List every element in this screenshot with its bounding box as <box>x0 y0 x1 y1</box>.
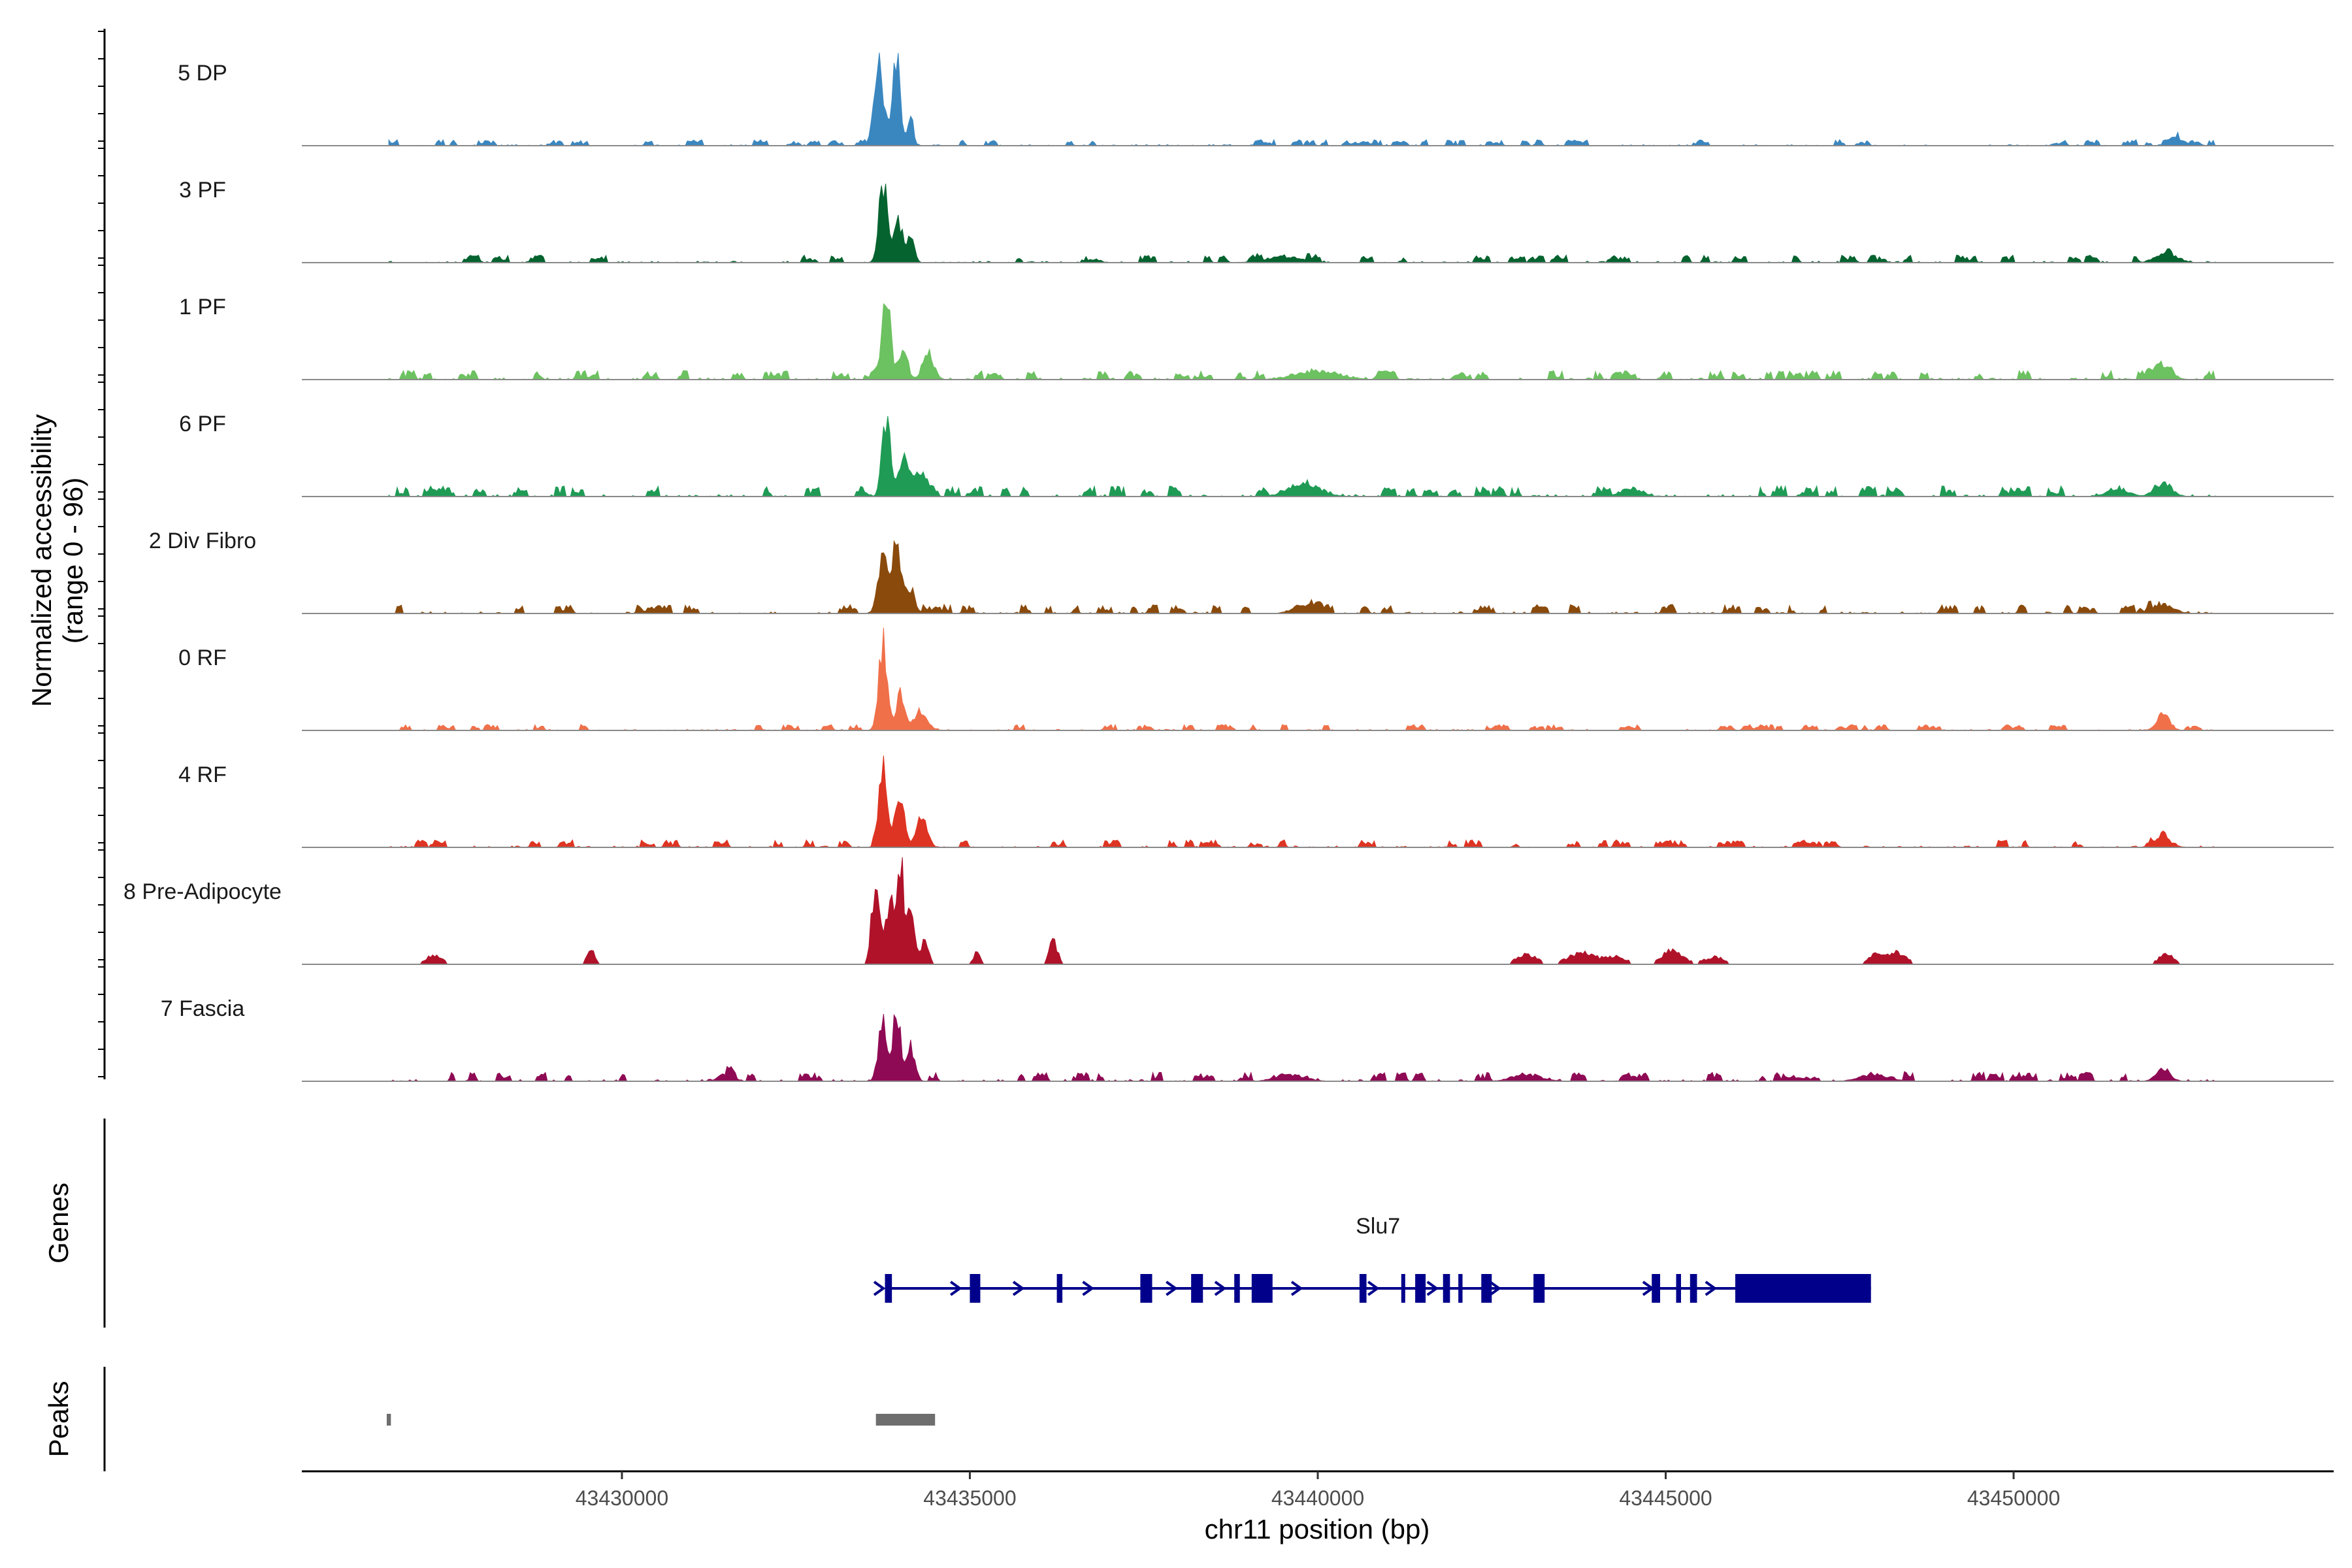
strand-arrow <box>1290 1281 1303 1296</box>
peaks-panel: Peaks <box>43 1367 936 1471</box>
x-tick-label: 43430000 <box>576 1486 668 1510</box>
strand-arrow <box>1214 1281 1227 1296</box>
track-label: 7 Fascia <box>161 996 245 1021</box>
x-tick-label: 43435000 <box>923 1486 1016 1510</box>
track-coverage-area <box>389 1013 2216 1083</box>
gene-exon <box>1735 1274 1871 1303</box>
gene-exon <box>1458 1274 1463 1303</box>
track-label: 0 RF <box>178 645 227 670</box>
track-coverage-area <box>389 627 2216 732</box>
track-4: 6 PF <box>179 412 2334 498</box>
track-2: 3 PF <box>179 178 2334 264</box>
track-coverage-area <box>389 540 2215 614</box>
track-coverage-area <box>388 302 2216 381</box>
peak-region <box>386 1414 391 1426</box>
gene-exon <box>1652 1274 1661 1303</box>
gene-name-label: Slu7 <box>1356 1214 1400 1239</box>
track-coverage-area <box>388 184 2216 264</box>
track-label: 1 PF <box>179 295 226 319</box>
gene-exon <box>1690 1274 1697 1303</box>
strand-arrow <box>873 1281 886 1296</box>
strand-arrow <box>1642 1281 1655 1296</box>
track-1: 5 DP <box>178 52 2334 147</box>
gene-exon <box>1140 1274 1152 1303</box>
gene-exon <box>1401 1274 1405 1303</box>
strand-arrow <box>1367 1281 1380 1296</box>
y-axis-title: Normalized accessibility <box>26 414 57 707</box>
peak-region <box>875 1414 936 1426</box>
track-5: 2 Div Fibro <box>149 529 2334 614</box>
x-tick-label: 43450000 <box>1967 1486 2060 1510</box>
track-coverage-area <box>389 857 2215 965</box>
gene-exon <box>1191 1274 1203 1303</box>
gene-exon <box>1415 1274 1426 1303</box>
track-label: 6 PF <box>179 412 226 436</box>
gene-exon <box>1056 1274 1063 1303</box>
track-coverage-area <box>388 755 2216 849</box>
gene-exon <box>1443 1274 1450 1303</box>
gene-exon <box>885 1274 892 1303</box>
strand-arrow <box>1166 1281 1178 1296</box>
x-axis-title: chr11 position (bp) <box>1205 1514 1430 1544</box>
track-coverage-area <box>388 52 2216 147</box>
gene-exon <box>1481 1274 1492 1303</box>
track-label: 2 Div Fibro <box>149 529 256 553</box>
gene-exon <box>970 1274 981 1303</box>
strand-arrow <box>1489 1281 1502 1296</box>
gene-exon <box>1533 1274 1545 1303</box>
peak-regions <box>386 1414 936 1426</box>
track-9: 7 Fascia <box>161 996 2334 1083</box>
strand-arrow <box>1012 1281 1025 1296</box>
track-label: 4 RF <box>178 762 227 787</box>
track-8: 8 Pre-Adipocyte <box>123 857 2334 965</box>
gene-exon <box>1251 1274 1273 1303</box>
gene-model: Slu7 <box>873 1214 1871 1303</box>
x-tick-label: 43445000 <box>1619 1486 1712 1510</box>
y-axis-range: (range 0 - 96) <box>57 478 88 644</box>
strand-arrow <box>1426 1281 1439 1296</box>
peaks-label: Peaks <box>43 1381 74 1458</box>
gene-exon <box>1676 1274 1681 1303</box>
track-6: 0 RF <box>178 627 2334 732</box>
track-label: 3 PF <box>179 178 226 203</box>
track-label: 5 DP <box>178 61 227 86</box>
strand-arrow <box>949 1281 962 1296</box>
x-tick-label: 43440000 <box>1271 1486 1364 1510</box>
genes-panel: Genes Slu7 <box>43 1119 1871 1328</box>
track-7: 4 RF <box>178 755 2334 849</box>
y-axis <box>98 29 106 1079</box>
genes-label: Genes <box>43 1183 74 1264</box>
coverage-tracks: 5 DP 3 PF 1 PF 6 PF 2 Div Fibro 0 RF 4 RF 8 Pre… <box>123 52 2334 1083</box>
strand-arrow <box>1705 1281 1718 1296</box>
track-coverage-area <box>388 416 2216 498</box>
gene-exon <box>1234 1274 1240 1303</box>
strand-arrow <box>1082 1281 1094 1296</box>
track-3: 1 PF <box>179 295 2334 381</box>
gene-exon <box>1359 1274 1367 1303</box>
x-axis: 43430000 43435000 43440000 43445000 43450000 <box>302 1470 2334 1510</box>
track-label: 8 Pre-Adipocyte <box>123 879 282 904</box>
